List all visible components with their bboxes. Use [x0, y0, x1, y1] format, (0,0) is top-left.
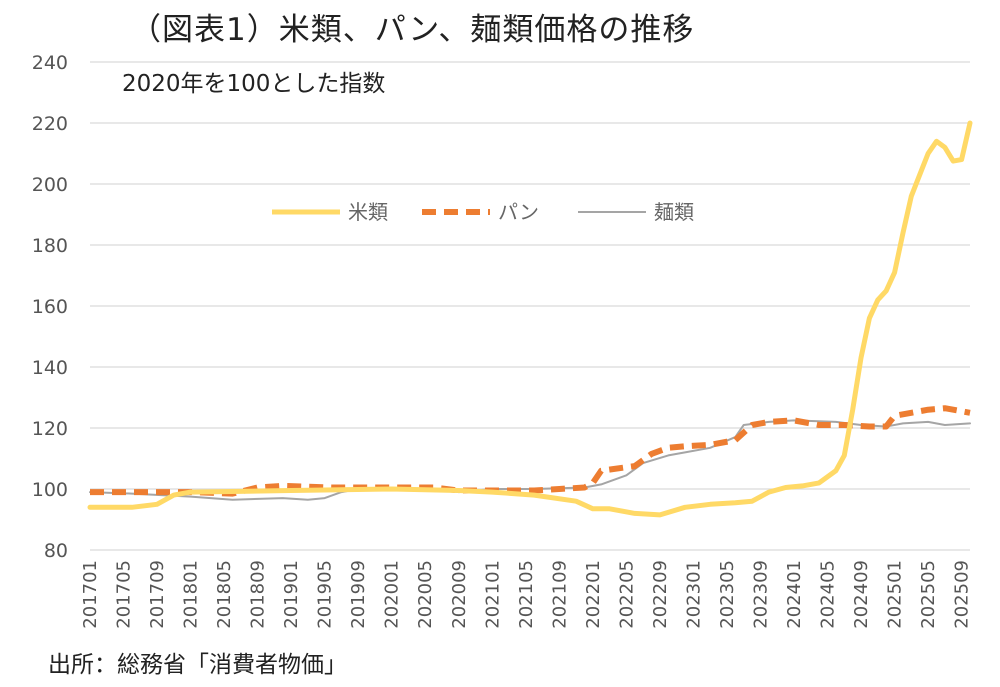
x-tick-label: 202109 [549, 560, 570, 629]
legend-label-1: 米類 [348, 200, 388, 224]
x-tick-label: 202201 [583, 560, 604, 629]
x-tick-label: 202205 [616, 560, 637, 629]
y-tick-label: 180 [32, 235, 68, 257]
x-tick-label: 201909 [348, 560, 369, 629]
series-line-2 [90, 405, 971, 497]
x-tick-label: 202409 [851, 560, 872, 629]
legend-label-2: パン [498, 200, 539, 224]
x-tick-label: 202309 [750, 560, 771, 629]
x-tick-label: 202105 [516, 560, 537, 629]
x-axis-ticks: 201701 201705 201709 201801 201805 201809 2019… [80, 560, 973, 629]
y-axis-ticks: 80 100 120 140 160 180 200 220 240 [32, 52, 68, 562]
x-tick-label: 202401 [784, 560, 805, 629]
x-tick-label: 202301 [683, 560, 704, 629]
series-line-3 [89, 419, 971, 501]
x-tick-label: 201809 [248, 560, 269, 629]
chart-subtitle: 2020年を100とした指数 [122, 71, 386, 97]
x-tick-label: 201701 [80, 560, 101, 629]
series-line-1 [87, 120, 973, 518]
chart-title: （図表1）米類、パン、麺類価格の推移 [130, 12, 695, 48]
legend: 米類 パン 麺類 [272, 200, 694, 224]
x-tick-label: 201905 [315, 560, 336, 629]
x-tick-label: 202005 [415, 560, 436, 629]
x-tick-label: 202009 [449, 560, 470, 629]
y-tick-label: 240 [32, 52, 68, 74]
y-tick-label: 120 [32, 418, 68, 440]
x-tick-label: 202509 [952, 560, 973, 629]
x-tick-label: 201805 [214, 560, 235, 629]
y-tick-label: 80 [44, 540, 68, 562]
x-tick-label: 202405 [818, 560, 839, 629]
y-tick-label: 140 [32, 357, 68, 379]
gridlines [90, 61, 970, 551]
x-tick-label: 201801 [181, 560, 202, 629]
x-tick-label: 201705 [114, 560, 135, 629]
chart-source: 出所：総務省「消費者物価」 [48, 652, 347, 678]
legend-label-3: 麺類 [654, 200, 694, 224]
y-tick-label: 200 [32, 174, 68, 196]
x-tick-label: 201901 [281, 560, 302, 629]
x-tick-label: 202209 [650, 560, 671, 629]
x-tick-label: 202501 [885, 560, 906, 629]
x-tick-label: 202305 [717, 560, 738, 629]
x-tick-label: 202101 [482, 560, 503, 629]
y-tick-label: 160 [32, 296, 68, 318]
y-tick-label: 100 [32, 479, 68, 501]
x-tick-label: 201709 [147, 560, 168, 629]
x-tick-label: 202505 [918, 560, 939, 629]
y-tick-label: 220 [32, 113, 68, 135]
series-lines [87, 120, 973, 518]
x-tick-label: 202001 [382, 560, 403, 629]
